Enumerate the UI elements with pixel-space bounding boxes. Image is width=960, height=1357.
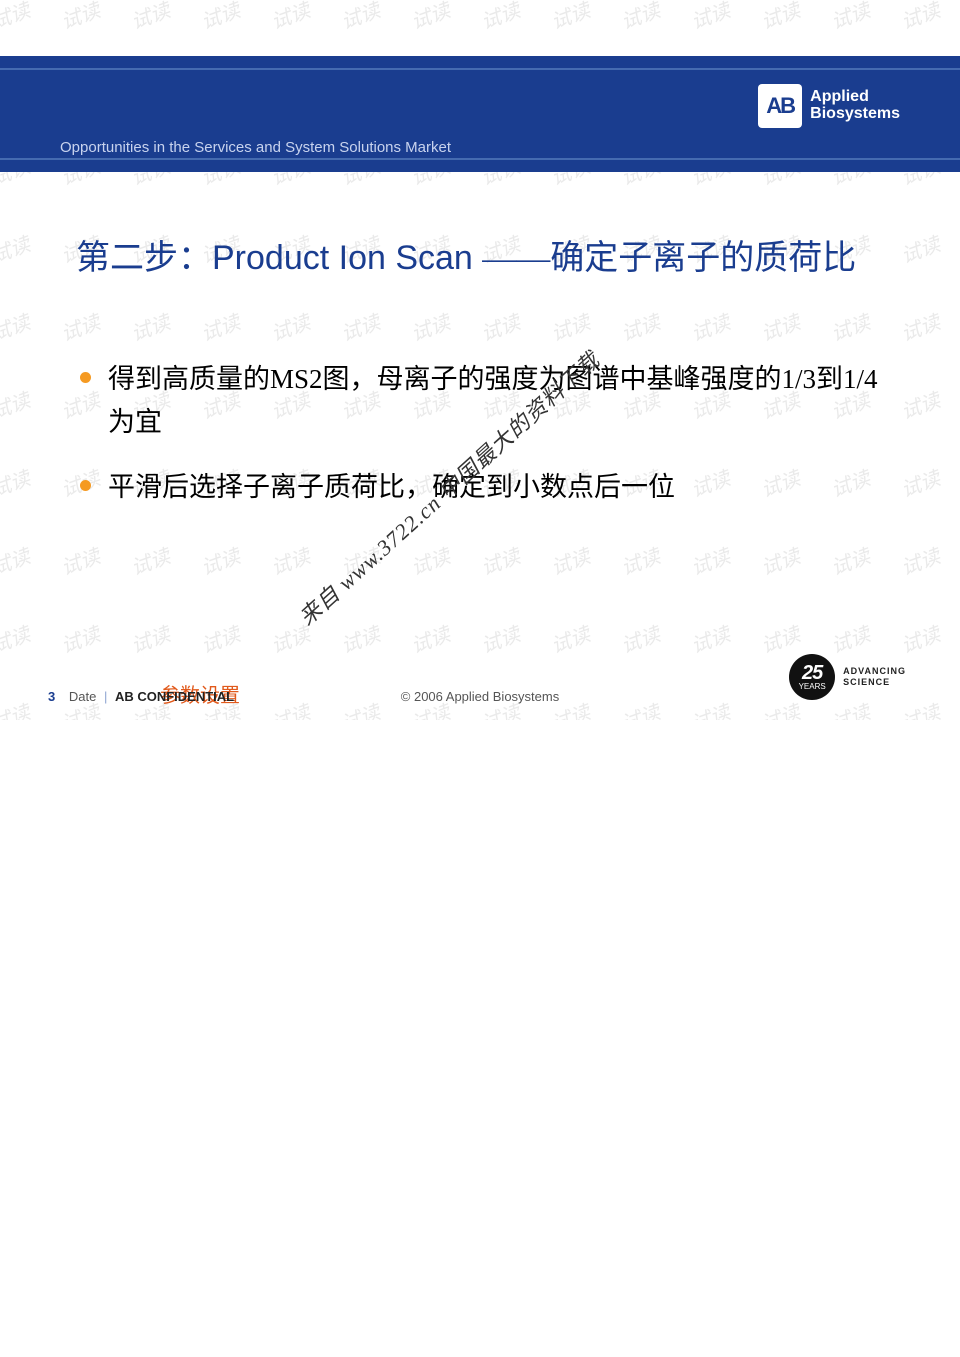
brand-logo: AB Applied Biosystems	[758, 84, 900, 128]
title-suffix: 确定子离子的质荷比	[550, 240, 856, 277]
footer-left: 3 Date | AB CONFIDENTIAL	[48, 689, 234, 704]
footer-confidential: AB CONFIDENTIAL	[115, 689, 234, 704]
bullet-list: 得到高质量的MS2图，母离子的强度为图谱中基峰强度的1/3到1/4为宜 平滑后选…	[80, 358, 890, 532]
slide-title: 第二步：Product Ion Scan ——确定子离子的质荷比	[76, 230, 856, 279]
footer-copyright: © 2006 Applied Biosystems	[401, 689, 559, 704]
title-prefix: 第二步：	[76, 240, 212, 277]
brand-logo-line2: Biosystems	[810, 106, 900, 123]
footer-date: Date	[69, 689, 96, 704]
anniversary-line1: ADVANCING	[843, 666, 906, 677]
bullet-item: 得到高质量的MS2图，母离子的强度为图谱中基峰强度的1/3到1/4为宜	[80, 358, 890, 444]
brand-logo-text: Applied Biosystems	[810, 89, 900, 123]
header-subtitle: Opportunities in the Services and System…	[60, 139, 451, 156]
anniversary-line2: SCIENCE	[843, 677, 906, 688]
footer-sep: |	[104, 689, 107, 704]
title-dash: ——	[482, 240, 550, 277]
brand-logo-line1: Applied	[810, 89, 900, 106]
title-mid: Product Ion Scan	[212, 239, 482, 277]
slide: 试读试读试读试读试读试读试读试读试读试读试读试读试读试读试读试读试读试读试读试读…	[0, 0, 960, 720]
anniversary-badge: 25 YEARS ADVANCING SCIENCE	[789, 654, 906, 700]
anniversary-number: 25	[802, 663, 822, 683]
anniversary-circle-icon: 25 YEARS	[789, 654, 835, 700]
anniversary-years: YEARS	[799, 683, 826, 691]
anniversary-text: ADVANCING SCIENCE	[843, 666, 906, 688]
page-number: 3	[48, 689, 55, 704]
param-line-scan: 扫描方式：Product Ion Scan	[160, 714, 660, 720]
bullet-item: 平滑后选择子离子质荷比，确定到小数点后一位	[80, 466, 890, 509]
brand-logo-mark: AB	[758, 84, 802, 128]
